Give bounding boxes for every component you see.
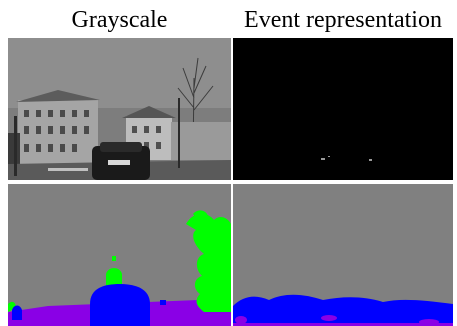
column-header-grayscale: Grayscale [71,7,168,33]
column-header-event-representation: Event representation [244,7,442,33]
grayscale-image-panel [8,38,231,180]
event-representation-image-panel [233,38,453,180]
event-segmentation-panel [233,184,453,326]
grayscale-segmentation-panel [8,184,231,326]
